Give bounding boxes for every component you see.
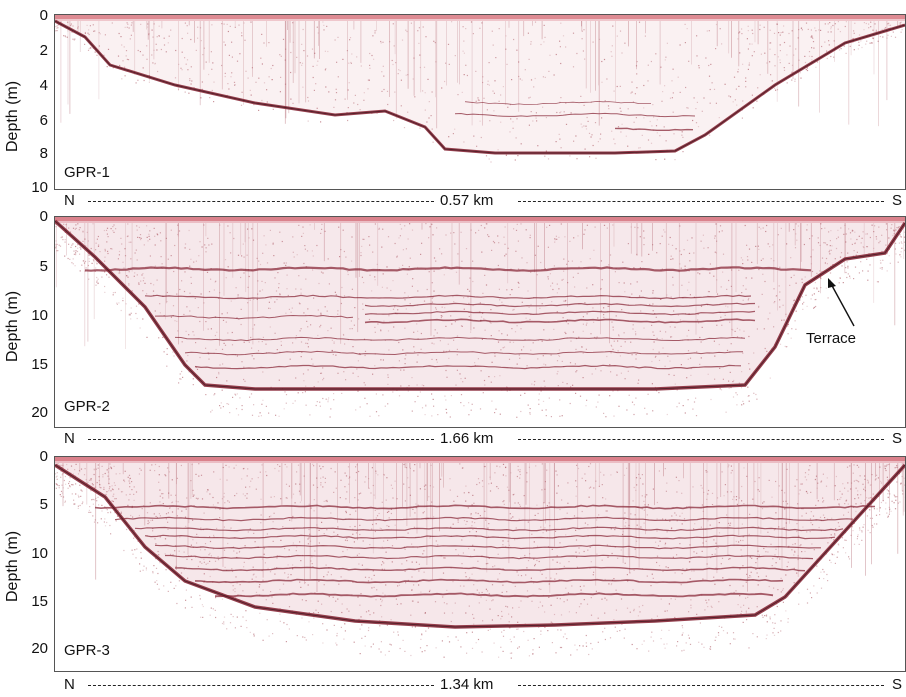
y-tick: 4 [39,77,48,94]
y-tick: 6 [39,112,48,129]
y-tick: 10 [31,545,48,562]
y-tick: 10 [31,307,48,324]
panel-gpr-3: Depth (m) 0 5 10 15 20 GPR-3 N 1.34 km S [0,448,906,697]
y-tick: 8 [39,145,48,162]
radargram-gpr-3 [54,456,906,672]
y-tick: 0 [39,7,48,24]
north-label: N [64,192,75,209]
y-tick: 5 [39,496,48,513]
y-tick: 20 [31,404,48,421]
profile-name: GPR-1 [64,164,110,181]
distance-scale: N 0.57 km S [64,192,902,210]
radargram-image [55,217,905,418]
distance-scale: N 1.34 km S [64,676,902,694]
distance-label: 1.34 km [440,676,494,693]
north-label: N [64,676,75,693]
y-tick: 2 [39,42,48,59]
profile-name: GPR-2 [64,398,110,415]
profile-name: GPR-3 [64,642,110,659]
south-label: S [891,430,902,447]
y-tick: 20 [31,640,48,657]
radargram-image [55,15,905,163]
radargram-gpr-2 [54,216,906,428]
terrace-arrow [828,278,855,327]
y-tick: 0 [39,448,48,465]
south-label: S [891,192,902,209]
radargram-image [55,457,905,659]
panel-gpr-1: Depth (m) 0 2 4 6 8 10 GPR-1 N 0.57 km S [0,0,906,212]
radargram-gpr-1 [54,14,906,190]
dashed-line [88,685,434,686]
panel-gpr-2: Depth (m) 0 5 10 15 20 GPR-2 Terrace N 1… [0,208,906,452]
dashed-line [88,439,434,440]
south-label: S [891,676,902,693]
dashed-line [518,201,884,202]
distance-scale: N 1.66 km S [64,430,902,448]
north-label: N [64,430,75,447]
y-axis-label: Depth (m) [4,80,21,152]
distance-label: 0.57 km [440,192,494,209]
y-tick: 5 [39,258,48,275]
y-axis-label: Depth (m) [4,290,21,362]
y-tick: 15 [31,593,48,610]
dashed-line [518,685,884,686]
y-tick: 15 [31,356,48,373]
terrace-annotation: Terrace [806,330,857,347]
distance-label: 1.66 km [440,430,494,447]
dashed-line [88,201,434,202]
dashed-line [518,439,884,440]
y-axis-label: Depth (m) [4,530,21,602]
y-tick: 10 [31,179,48,196]
y-tick: 0 [39,208,48,225]
